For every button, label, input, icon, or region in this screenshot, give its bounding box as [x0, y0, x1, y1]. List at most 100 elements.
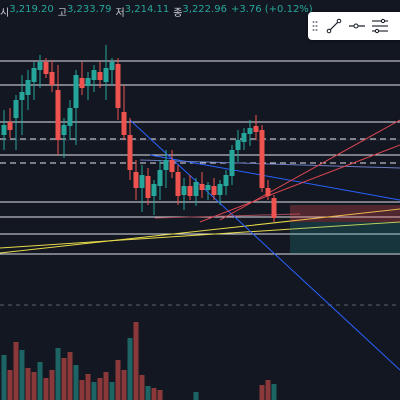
candle-body: [67, 108, 73, 126]
trend-line: [219, 119, 400, 221]
low-value: 3,214.11: [124, 4, 170, 15]
drag-handle-icon[interactable]: [308, 12, 322, 40]
volume-bar: [7, 370, 13, 400]
volume-bar: [91, 382, 97, 400]
volume-bar: [73, 365, 79, 400]
volume-bar: [193, 392, 199, 400]
high-label: 고: [57, 8, 67, 19]
position-zones[interactable]: [290, 205, 400, 254]
volume-bar: [1, 355, 7, 400]
candle-body: [181, 186, 187, 195]
volume-bar: [49, 370, 55, 400]
volume-bar: [265, 380, 271, 400]
fib-levels-icon[interactable]: [368, 12, 391, 40]
horizontal-levels[interactable]: [0, 60, 400, 306]
volume-bar: [121, 370, 127, 400]
volume-bar: [157, 390, 163, 400]
volume-bars: [1, 322, 277, 400]
volume-bar: [151, 388, 157, 400]
candle-body: [271, 198, 277, 218]
candle-body: [163, 160, 169, 170]
close-label: 종: [173, 8, 183, 19]
candle-body: [37, 62, 43, 70]
candle-body: [85, 78, 91, 86]
volume-bar: [19, 350, 25, 400]
trend-line: [139, 159, 400, 169]
horizontal-ray-icon[interactable]: [345, 12, 368, 40]
volume-bar: [55, 348, 61, 400]
candle-body: [253, 126, 259, 132]
candle-body: [151, 184, 157, 196]
candle-body: [19, 92, 25, 100]
candle-body: [205, 185, 211, 190]
volume-bar: [13, 342, 19, 400]
trend-line: [0, 221, 400, 249]
candle-body: [31, 68, 37, 82]
open-value: 3,219.20: [9, 4, 54, 15]
volume-bar: [79, 380, 85, 400]
trend-lines[interactable]: [0, 119, 400, 371]
candle-body: [229, 150, 235, 176]
candle-body: [97, 72, 103, 80]
volume-bar: [109, 382, 115, 400]
volume-bar: [103, 372, 109, 400]
volume-bar: [67, 352, 73, 400]
trend-line: [199, 144, 400, 223]
volume-bar: [259, 385, 265, 400]
volume-bar: [271, 384, 277, 400]
candle-body: [247, 128, 253, 134]
close-value: 3,222.96: [182, 4, 227, 15]
candle-body: [49, 72, 55, 85]
volume-bar: [127, 338, 133, 400]
candle-body: [199, 184, 205, 190]
trend-line: [129, 119, 400, 371]
candle-body: [169, 160, 175, 172]
volume-bar: [133, 322, 139, 400]
ohlc-legend: 시 3,219.20 고 3,233.79 저 3,214.11 종 3,222…: [0, 4, 317, 19]
candle-body: [115, 64, 121, 108]
candle-body: [193, 182, 199, 196]
volume-bar: [85, 374, 91, 400]
candle-body: [265, 188, 271, 196]
candle-body: [1, 125, 7, 135]
change-value: +3.76 (+0.12%): [230, 4, 313, 15]
candle-body: [211, 186, 217, 195]
candle-body: [217, 184, 223, 195]
candle-body: [91, 70, 97, 80]
volume-bar: [145, 386, 151, 400]
candle-body: [157, 170, 163, 186]
candle-body: [43, 62, 49, 74]
candle-body: [187, 186, 193, 196]
drawing-toolbar: [308, 12, 400, 40]
candle-body: [73, 75, 79, 108]
candle-body: [259, 130, 265, 188]
candle-body: [235, 140, 241, 150]
low-label: 저: [115, 8, 125, 19]
candle-body: [241, 133, 247, 142]
trend-line-icon[interactable]: [322, 12, 345, 40]
candle-body: [133, 172, 139, 188]
candle-body: [55, 90, 61, 140]
candle-body: [25, 80, 31, 95]
candle-body: [103, 68, 109, 82]
open-label: 시: [0, 8, 10, 19]
candle-body: [223, 175, 229, 186]
volume-bar: [37, 362, 43, 400]
candlesticks: [1, 45, 277, 222]
trend-line: [149, 154, 400, 201]
candle-body: [139, 175, 145, 188]
candle-body: [13, 100, 19, 118]
candle-body: [121, 112, 127, 135]
candle-body: [175, 172, 181, 196]
candle-body: [109, 62, 115, 70]
candle-body: [127, 135, 133, 170]
volume-bar: [25, 368, 31, 400]
high-value: 3,233.79: [66, 4, 112, 15]
volume-bar: [61, 358, 67, 400]
candle-body: [79, 78, 85, 88]
volume-bar: [139, 375, 145, 400]
volume-bar: [43, 378, 49, 400]
target-zone: [290, 222, 400, 254]
volume-bar: [97, 378, 103, 400]
